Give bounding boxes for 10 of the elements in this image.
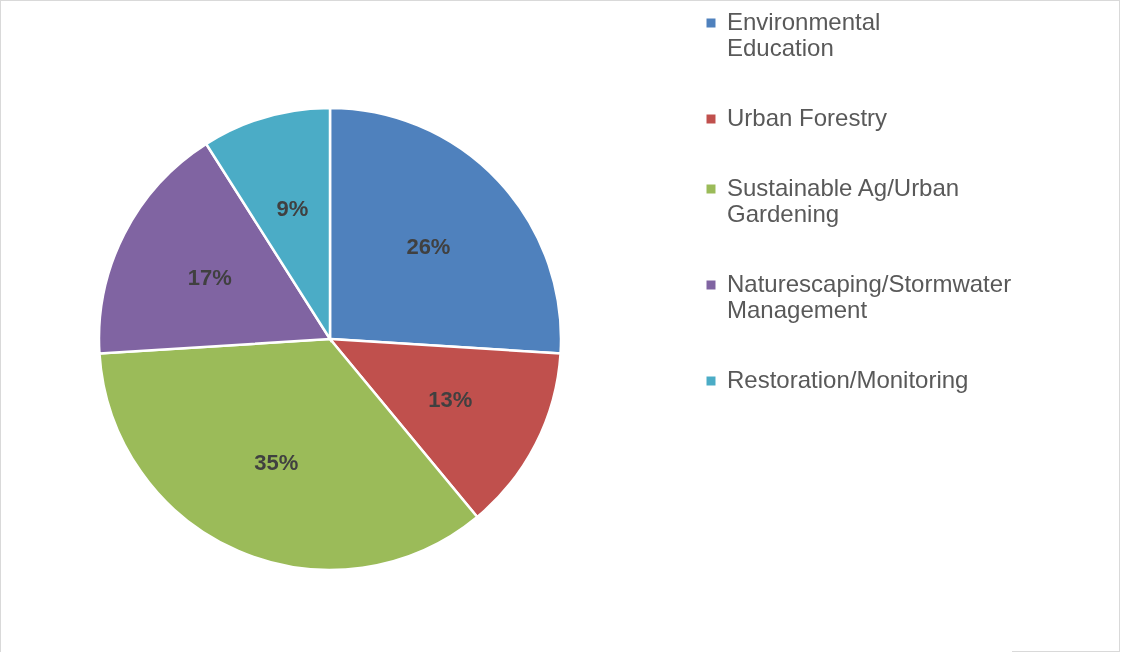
legend-label: Urban Forestry: [727, 104, 888, 131]
legend-label: Restoration/Monitoring: [727, 366, 969, 393]
data-label: 13%: [428, 387, 473, 413]
data-label: 17%: [187, 264, 232, 290]
data-label: 9%: [276, 196, 309, 222]
legend-label: Sustainable Ag/Urban Gardening: [727, 174, 960, 227]
data-label: 26%: [406, 233, 451, 259]
data-label: 35%: [254, 449, 299, 475]
legend-label: Naturescaping/Stormwater Management: [727, 270, 1012, 323]
legend-label: Environmental Education: [727, 8, 881, 61]
